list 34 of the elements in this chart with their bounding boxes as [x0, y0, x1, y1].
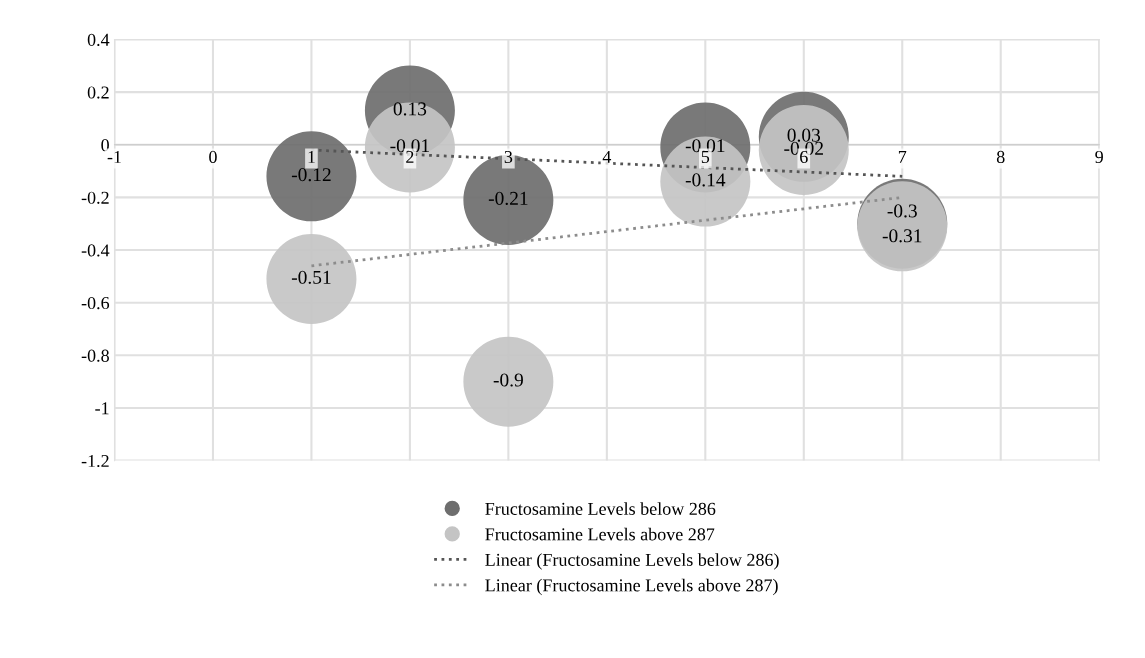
legend-label: Linear (Fructosamine Levels below 286)	[485, 553, 779, 570]
x-tick-label: 4	[602, 150, 612, 163]
data-label: -0.21	[488, 191, 528, 205]
y-tick-label: -0.4	[81, 244, 110, 257]
data-label: -0.3	[887, 204, 917, 218]
x-tick-label: -1	[107, 150, 121, 163]
legend-label: Fructosamine Levels above 287	[485, 527, 715, 541]
x-tick-label: 2	[406, 150, 414, 163]
data-label: -0.14	[685, 173, 726, 187]
x-tick-label: 8	[996, 150, 1005, 164]
y-tick-label: 0	[101, 139, 109, 152]
data-label: 0.03	[787, 128, 821, 142]
legend-label: Fructosamine Levels below 286	[485, 502, 716, 515]
y-tick-label: -0.8	[81, 349, 109, 362]
x-tick-label: 5	[701, 151, 710, 164]
data-label: -0.01	[685, 139, 725, 153]
x-tick-label: 1	[308, 150, 315, 163]
data-label: -0.31	[882, 229, 922, 243]
x-tick-label: 9	[1095, 150, 1103, 164]
y-tick-label: -0.6	[81, 296, 110, 310]
data-label: 0.13	[393, 102, 427, 116]
data-label: -0.9	[493, 373, 523, 387]
y-tick-label: 0.2	[87, 86, 109, 99]
data-label: -0.01	[390, 139, 429, 153]
data-label: -0.12	[291, 168, 331, 182]
x-tick-label: 0	[209, 150, 217, 164]
y-tick-label: -0.2	[81, 191, 109, 204]
x-tick-label: 7	[898, 151, 907, 163]
legend-label: Linear (Fructosamine Levels above 287)	[485, 578, 778, 596]
y-tick-label: 0.4	[87, 33, 110, 46]
x-tick-label: 3	[504, 150, 513, 164]
data-label: -0.51	[291, 270, 331, 284]
y-tick-label: -1	[95, 402, 109, 415]
y-tick-label: -1.2	[81, 454, 109, 468]
